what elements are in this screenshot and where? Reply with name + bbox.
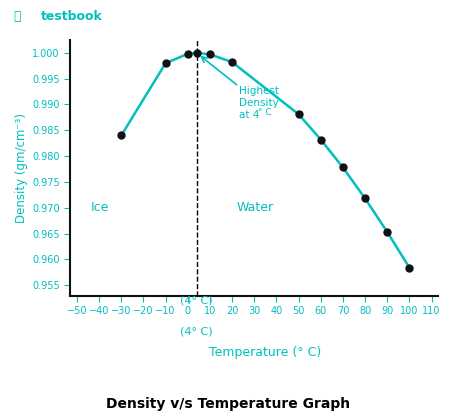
Text: Highest
Density
at 4: Highest Density at 4	[238, 86, 278, 120]
Text: Water: Water	[236, 201, 273, 214]
Text: testbook: testbook	[41, 10, 102, 23]
Y-axis label: Density (gm/cm⁻³): Density (gm/cm⁻³)	[15, 113, 28, 223]
Text: Density v/s Temperature Graph: Density v/s Temperature Graph	[106, 397, 349, 411]
Text: 🔖: 🔖	[14, 10, 21, 23]
Text: (4° C): (4° C)	[180, 326, 212, 336]
Text: (4° C): (4° C)	[180, 295, 212, 305]
Text: Temperature (° C): Temperature (° C)	[209, 346, 321, 359]
Text: Ice: Ice	[90, 201, 108, 214]
Text: ° C: ° C	[257, 108, 271, 117]
